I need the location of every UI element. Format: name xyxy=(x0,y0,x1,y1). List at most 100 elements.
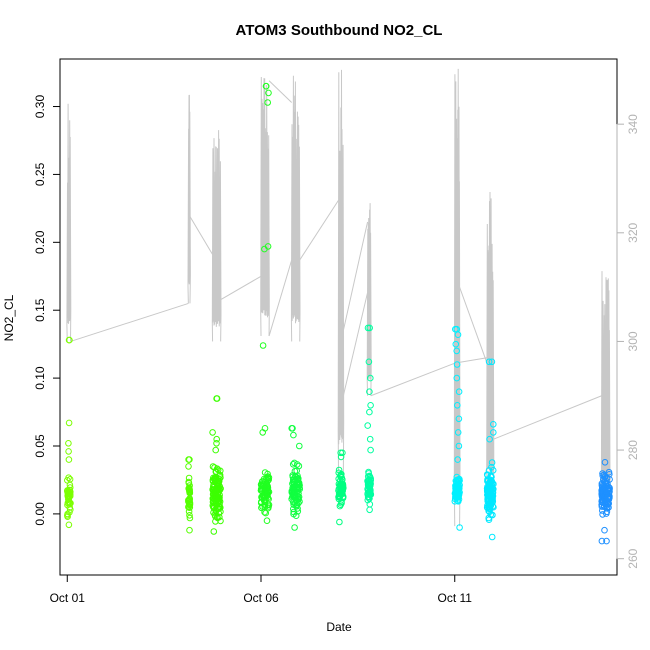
data-point xyxy=(605,468,613,476)
data-point xyxy=(65,440,72,447)
data-point xyxy=(455,388,463,396)
data-point xyxy=(367,477,374,484)
data-point xyxy=(452,325,459,333)
x-axis-label: Date xyxy=(326,620,352,634)
data-point xyxy=(65,448,72,455)
data-point xyxy=(453,347,461,355)
data-point xyxy=(606,476,613,483)
line-connector xyxy=(299,199,339,261)
data-point xyxy=(366,484,373,491)
data-point xyxy=(489,511,496,519)
data-point xyxy=(263,483,271,490)
data-point xyxy=(291,524,298,531)
data-point xyxy=(264,99,272,106)
data-point xyxy=(185,503,192,511)
data-point xyxy=(337,484,344,492)
data-point xyxy=(65,336,73,344)
data-point xyxy=(217,504,224,511)
data-point xyxy=(598,537,606,545)
data-point xyxy=(454,331,462,339)
data-point xyxy=(490,421,497,428)
data-point xyxy=(366,324,374,332)
data-point xyxy=(365,358,373,366)
line-connector xyxy=(213,275,262,304)
data-point xyxy=(488,459,496,466)
data-point xyxy=(212,500,219,508)
scatter-point-layer xyxy=(64,82,613,545)
data-point xyxy=(452,490,460,498)
data-point xyxy=(337,488,345,495)
x-tick-label: Oct 06 xyxy=(243,591,279,605)
data-point xyxy=(212,468,220,476)
line-connector xyxy=(370,362,455,397)
data-point xyxy=(65,498,72,506)
y-axis-label: NO2_CL xyxy=(2,294,16,341)
data-point xyxy=(186,504,193,512)
line-segment xyxy=(66,103,72,342)
data-point xyxy=(209,429,216,436)
line-segment xyxy=(211,130,222,342)
data-point xyxy=(367,374,374,382)
y-tick-label: 0.00 xyxy=(33,502,47,526)
data-point xyxy=(64,501,71,509)
data-point xyxy=(217,508,224,516)
data-point xyxy=(339,494,347,502)
data-point xyxy=(488,491,496,499)
data-point xyxy=(336,492,344,500)
data-point xyxy=(490,429,497,436)
data-point xyxy=(209,463,217,470)
data-point xyxy=(296,442,303,450)
data-point xyxy=(186,514,194,522)
data-point xyxy=(453,361,461,368)
line-segment xyxy=(337,69,345,472)
data-point xyxy=(290,510,297,518)
data-point xyxy=(259,342,267,349)
data-point xyxy=(210,504,218,512)
data-point xyxy=(484,491,491,499)
data-point xyxy=(289,489,297,497)
data-point xyxy=(488,533,496,541)
data-point xyxy=(213,435,220,443)
data-point xyxy=(65,493,72,501)
data-point xyxy=(65,456,73,463)
data-point xyxy=(290,431,297,439)
data-point xyxy=(366,388,373,396)
data-point xyxy=(264,489,272,496)
data-point xyxy=(262,509,270,517)
data-point xyxy=(288,425,296,432)
data-point xyxy=(455,442,463,450)
data-point xyxy=(366,408,373,416)
y2-tick-label: 340 xyxy=(626,114,640,134)
data-point xyxy=(364,496,372,504)
data-point xyxy=(337,453,345,461)
data-point xyxy=(212,446,219,454)
data-point xyxy=(484,490,492,498)
data-point xyxy=(216,483,223,490)
x-tick-label: Oct 01 xyxy=(50,591,86,605)
data-point xyxy=(601,459,609,466)
data-point xyxy=(336,502,344,510)
data-point xyxy=(485,516,493,524)
data-point xyxy=(262,82,270,90)
y-tick-label: 0.20 xyxy=(33,230,47,254)
data-point xyxy=(186,512,193,519)
data-point xyxy=(211,474,219,482)
data-point xyxy=(291,459,298,467)
data-point xyxy=(336,518,343,526)
data-point xyxy=(487,485,494,493)
line-connector xyxy=(268,259,293,337)
y-tick-label: 0.25 xyxy=(33,162,47,186)
data-point xyxy=(289,461,297,468)
y-tick-label: 0.30 xyxy=(33,95,47,119)
line-segment xyxy=(290,75,301,342)
data-point xyxy=(603,503,611,511)
data-point xyxy=(456,524,463,531)
y2-tick-label: 260 xyxy=(626,548,640,568)
y2-tick-label: 280 xyxy=(626,440,640,460)
data-point xyxy=(487,500,495,507)
data-point xyxy=(486,435,493,443)
line-connector xyxy=(268,80,293,103)
data-point xyxy=(213,395,220,402)
data-point xyxy=(455,415,463,423)
data-point xyxy=(290,484,298,492)
